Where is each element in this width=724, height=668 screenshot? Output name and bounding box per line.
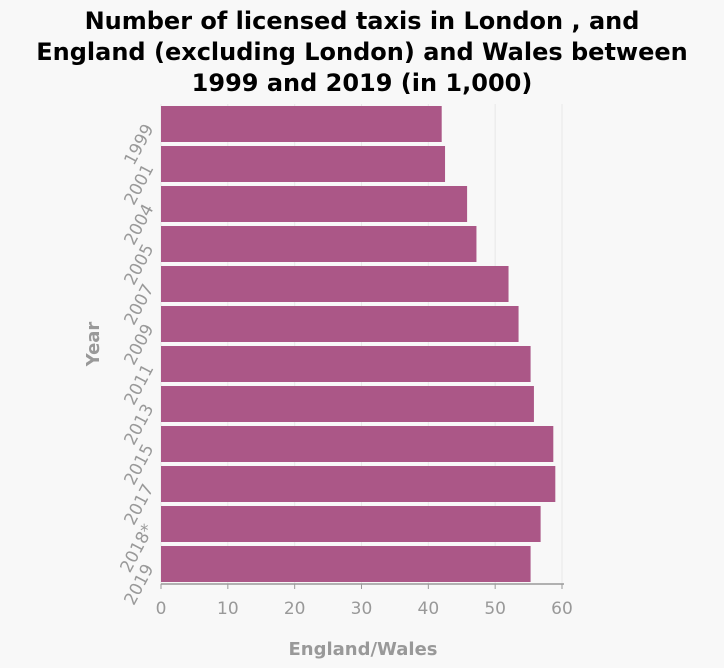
chart-title-line-3: 1999 and 2019 (in 1,000)	[191, 69, 533, 97]
bar-2013	[161, 386, 534, 422]
x-tick-label: 50	[484, 599, 506, 619]
bar-2009	[161, 306, 519, 342]
bar-2019	[161, 546, 531, 582]
bar-2001	[161, 146, 446, 182]
y-tick-labels: 1999200120042005200720092011201320152017…	[116, 121, 158, 609]
x-tick-label: 60	[551, 599, 573, 619]
bar-2017	[161, 466, 556, 502]
bar-1999	[161, 106, 442, 142]
x-tick-label: 30	[351, 599, 373, 619]
x-tick-label: 0	[156, 599, 167, 619]
chart-title: Number of licensed taxis in London , and…	[0, 6, 724, 99]
bar-2005	[161, 226, 477, 262]
x-tick-label: 10	[217, 599, 239, 619]
bar-2007	[161, 266, 509, 302]
bar-2011	[161, 346, 531, 382]
chart-title-line-2: England (excluding London) and Wales bet…	[36, 38, 688, 66]
bar-2004	[161, 186, 468, 222]
y-axis-label: Year	[83, 322, 104, 368]
chart-title-line-1: Number of licensed taxis in London , and	[84, 7, 640, 35]
bar-2015	[161, 426, 554, 462]
x-axis-label: England/Wales	[288, 639, 437, 660]
x-tick-labels: 0 10 20 30 40 50 60	[156, 584, 573, 619]
x-tick-label: 40	[418, 599, 440, 619]
bar-2018-star	[161, 506, 541, 542]
x-tick-label: 20	[284, 599, 306, 619]
grid-lines	[160, 104, 563, 584]
bars	[161, 106, 556, 582]
